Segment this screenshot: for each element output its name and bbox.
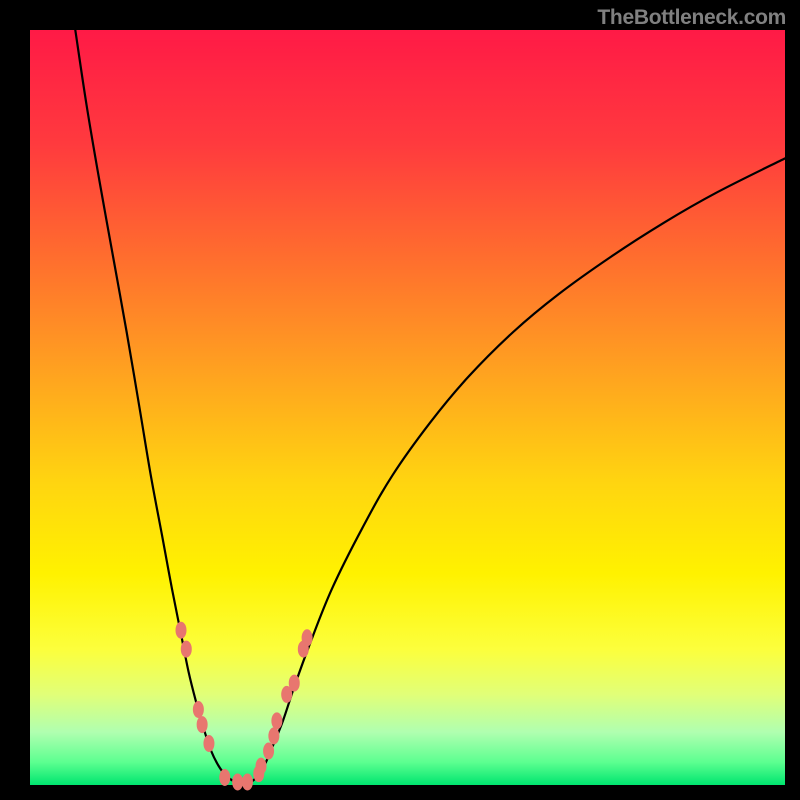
data-dot [242, 774, 252, 790]
curve-left [75, 30, 241, 783]
data-dot [181, 641, 191, 657]
chart-svg [0, 0, 800, 800]
data-dot [269, 728, 279, 744]
data-dot [302, 630, 312, 646]
chart-container: { "canvas": { "width": 800, "height": 80… [0, 0, 800, 800]
data-dot [289, 675, 299, 691]
data-dot [272, 713, 282, 729]
data-dot [233, 774, 243, 790]
data-dot [264, 743, 274, 759]
data-dot [176, 622, 186, 638]
data-dot [204, 735, 214, 751]
data-dot [220, 769, 230, 785]
data-dot [256, 758, 266, 774]
data-dot [193, 702, 203, 718]
watermark-text: TheBottleneck.com [597, 6, 786, 30]
curve-right [249, 158, 785, 783]
data-dot [197, 717, 207, 733]
